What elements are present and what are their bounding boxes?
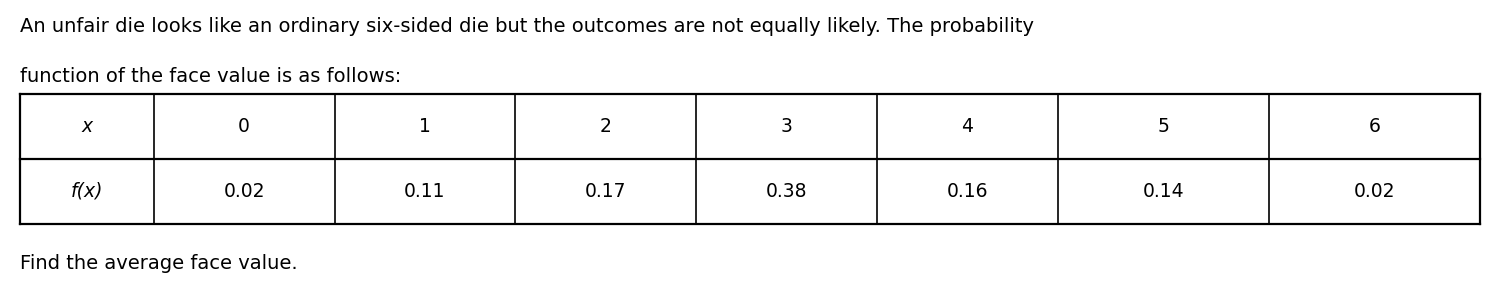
Text: 0.02: 0.02	[1353, 182, 1395, 201]
Text: 4: 4	[961, 117, 974, 136]
Text: 1: 1	[419, 117, 431, 136]
Text: 0.17: 0.17	[585, 182, 627, 201]
Text: 3: 3	[781, 117, 793, 136]
Text: 6: 6	[1368, 117, 1380, 136]
Text: f(x): f(x)	[71, 182, 102, 201]
Text: 0.38: 0.38	[766, 182, 808, 201]
Text: 0: 0	[238, 117, 250, 136]
Text: An unfair die looks like an ordinary six-sided die but the outcomes are not equa: An unfair die looks like an ordinary six…	[20, 16, 1034, 35]
Text: 5: 5	[1157, 117, 1169, 136]
Text: Find the average face value.: Find the average face value.	[20, 254, 297, 273]
Text: 0.11: 0.11	[404, 182, 446, 201]
Text: function of the face value is as follows:: function of the face value is as follows…	[20, 68, 401, 86]
Text: 0.16: 0.16	[946, 182, 989, 201]
Text: x: x	[81, 117, 92, 136]
Text: 2: 2	[600, 117, 612, 136]
Text: 0.02: 0.02	[223, 182, 265, 201]
Text: 0.14: 0.14	[1142, 182, 1185, 201]
